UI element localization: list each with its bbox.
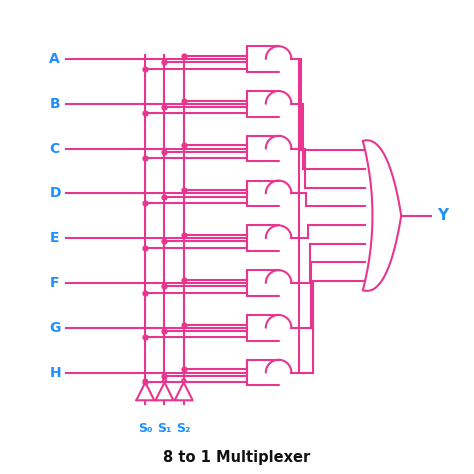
Text: Y: Y	[438, 208, 448, 223]
Text: S₁: S₁	[157, 421, 172, 435]
Text: G: G	[49, 321, 61, 335]
Text: H: H	[49, 365, 61, 380]
Text: A: A	[49, 52, 60, 66]
Text: E: E	[49, 231, 59, 245]
Text: D: D	[49, 186, 61, 201]
Text: C: C	[49, 142, 60, 155]
Text: S₀: S₀	[138, 421, 153, 435]
Text: 8 to 1 Multiplexer: 8 to 1 Multiplexer	[164, 450, 310, 465]
Text: S₂: S₂	[176, 421, 191, 435]
Text: F: F	[49, 276, 59, 290]
Text: B: B	[49, 97, 60, 111]
